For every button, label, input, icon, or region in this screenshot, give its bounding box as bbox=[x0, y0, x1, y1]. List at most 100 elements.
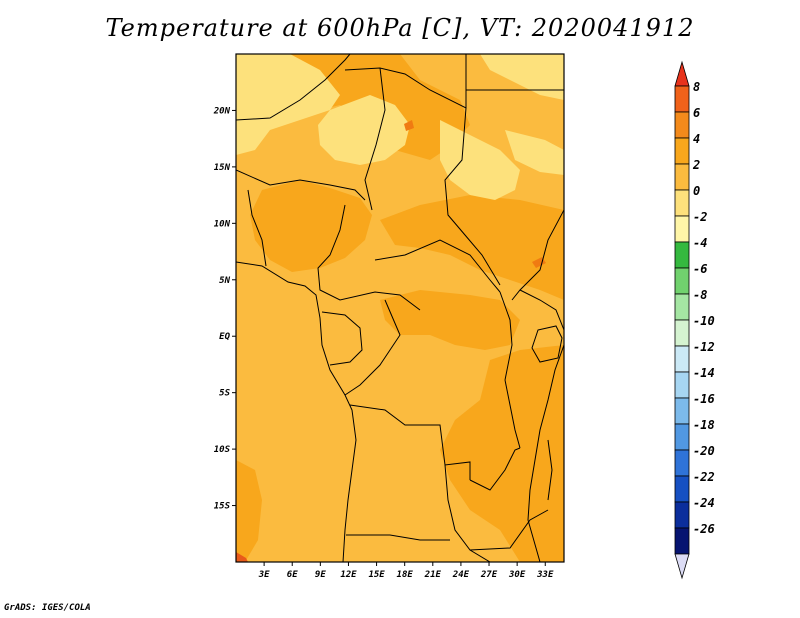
colorbar-swatch bbox=[674, 527, 690, 555]
colorbar-swatch bbox=[674, 163, 690, 191]
east-africa-coast-line bbox=[527, 344, 564, 562]
cool-region-mid-east bbox=[505, 130, 564, 175]
colorbar-tick-label: -16 bbox=[693, 392, 715, 406]
country-borders bbox=[236, 54, 564, 562]
border-mali-algeria bbox=[236, 54, 351, 121]
lat-tick-label: 5N bbox=[219, 276, 230, 286]
grads-credit: GrADS: IGES/COLA bbox=[4, 603, 91, 613]
colorbar-swatch bbox=[674, 111, 690, 139]
colorbar-swatch bbox=[674, 293, 690, 321]
border-mali-niger bbox=[236, 169, 366, 201]
colorbar-tick-label: -4 bbox=[693, 236, 707, 250]
colorbar-tick-label: -10 bbox=[693, 314, 715, 328]
colorbar-tick-label: -12 bbox=[693, 340, 715, 354]
colorbar-swatch bbox=[674, 267, 690, 295]
lon-tick-label: 24E bbox=[452, 570, 470, 580]
longitude-axis: 3E 6E 9E 12E 15E 18E 21E 24E 27E 30E 33E bbox=[258, 562, 554, 580]
lat-tick-label: 10N bbox=[214, 219, 231, 229]
lon-tick-label: 18E bbox=[397, 570, 414, 580]
lon-tick-label: 30E bbox=[508, 570, 526, 580]
border-congo-drc bbox=[344, 299, 401, 396]
colorbar-tick-label: -14 bbox=[693, 366, 715, 380]
colorbar-swatch bbox=[674, 189, 690, 217]
lat-tick-label: 10S bbox=[214, 445, 231, 455]
colorbar-tick-label: -26 bbox=[693, 522, 715, 536]
lat-tick-label: 20N bbox=[213, 106, 231, 116]
colorbar-swatch bbox=[674, 319, 690, 347]
temperature-field bbox=[236, 54, 564, 562]
hot-spot-southwest-corner bbox=[236, 552, 248, 562]
colorbar-swatch bbox=[674, 397, 690, 425]
chart-title: Temperature at 600hPa [C], VT: 202004191… bbox=[105, 14, 695, 42]
lake-victoria-outline bbox=[531, 325, 563, 363]
colorbar-bottom-arrow bbox=[674, 553, 690, 580]
lat-tick-label: 15N bbox=[214, 163, 231, 173]
border-niger-chad bbox=[364, 67, 386, 211]
colorbar-swatch bbox=[674, 241, 690, 269]
lat-tick-label: EQ bbox=[219, 332, 230, 342]
colorbar-tick-label: 4 bbox=[693, 132, 700, 146]
lon-tick-label: 6E bbox=[287, 570, 298, 580]
warm-region-east bbox=[440, 345, 564, 562]
colorbar-tick-label: 8 bbox=[693, 80, 700, 94]
colorbar-tick-label: -8 bbox=[693, 288, 707, 302]
lat-tick-label: 5S bbox=[219, 389, 230, 399]
colorbar-tick-label: -18 bbox=[693, 418, 715, 432]
border-namibia-angola bbox=[346, 534, 450, 541]
colorbar-swatch bbox=[674, 501, 690, 529]
colorbar-tick-label: -2 bbox=[693, 210, 707, 224]
colorbar-tick-label: -24 bbox=[693, 496, 715, 510]
warm-region-nigeria bbox=[250, 180, 372, 272]
lon-tick-label: 9E bbox=[315, 570, 326, 580]
warm-region-congo bbox=[380, 290, 520, 350]
lon-tick-label: 27E bbox=[480, 570, 498, 580]
colorbar-top-arrow bbox=[674, 60, 690, 87]
colorbar-tick-label: 0 bbox=[693, 184, 700, 198]
border-nigeria-cameroon bbox=[317, 204, 421, 311]
colorbar-swatch bbox=[674, 371, 690, 399]
colorbar-tick-label: 2 bbox=[692, 158, 700, 172]
colorbar-tick-label: 6 bbox=[693, 106, 700, 120]
cool-region-sahara bbox=[318, 95, 410, 165]
lon-tick-label: 21E bbox=[424, 570, 442, 580]
latitude-axis: 20N 15N 10N 5N EQ 5S 10S 15S bbox=[213, 106, 236, 512]
hot-spot-north bbox=[404, 120, 414, 131]
border-south-zambia bbox=[469, 509, 549, 551]
lon-tick-label: 12E bbox=[340, 570, 357, 580]
colorbar-swatch bbox=[674, 85, 690, 113]
colorbar-swatch bbox=[674, 137, 690, 165]
lake-malawi-line bbox=[547, 439, 553, 501]
colorbar-swatch bbox=[674, 475, 690, 503]
cool-region-northeast bbox=[480, 54, 564, 100]
warm-region-sudan bbox=[380, 195, 564, 300]
lake-tanganyika-line bbox=[504, 379, 521, 449]
border-uganda-kenya bbox=[519, 289, 564, 331]
cool-region-northwest bbox=[236, 54, 340, 155]
border-ethiopia bbox=[511, 209, 564, 301]
border-gabon-congo bbox=[321, 311, 363, 366]
colorbar-tick-label: -22 bbox=[693, 470, 715, 484]
cool-region-chad-east bbox=[440, 120, 520, 200]
colorbar-tick-label: -20 bbox=[693, 444, 715, 458]
west-coast-line bbox=[236, 261, 357, 562]
colorbar-swatch bbox=[674, 345, 690, 373]
border-zambia-east bbox=[469, 447, 521, 491]
border-drc-east bbox=[499, 291, 513, 381]
border-chad-sudan bbox=[444, 107, 501, 286]
map-frame bbox=[235, 53, 565, 563]
border-car-drc bbox=[374, 239, 501, 293]
colorbar-swatch bbox=[674, 449, 690, 477]
colorbar-tick-label: -6 bbox=[693, 262, 707, 276]
colorbar-swatch bbox=[674, 215, 690, 243]
border-niger-libya bbox=[344, 54, 467, 109]
lon-tick-label: 3E bbox=[258, 570, 270, 580]
lat-tick-label: 15S bbox=[214, 502, 231, 512]
lon-tick-label: 15E bbox=[368, 570, 385, 580]
colorbar: 8 6 4 2 0 -2 -4 -6 -8 -10 -12 -14 -16 -18 -20 -22 -24 -26 bbox=[674, 60, 715, 580]
border-west-africa bbox=[247, 189, 267, 267]
lon-tick-label: 33E bbox=[536, 570, 554, 580]
border-drc-angola bbox=[349, 404, 471, 480]
colorbar-swatch bbox=[674, 423, 690, 451]
warm-region-southwest bbox=[236, 460, 262, 562]
